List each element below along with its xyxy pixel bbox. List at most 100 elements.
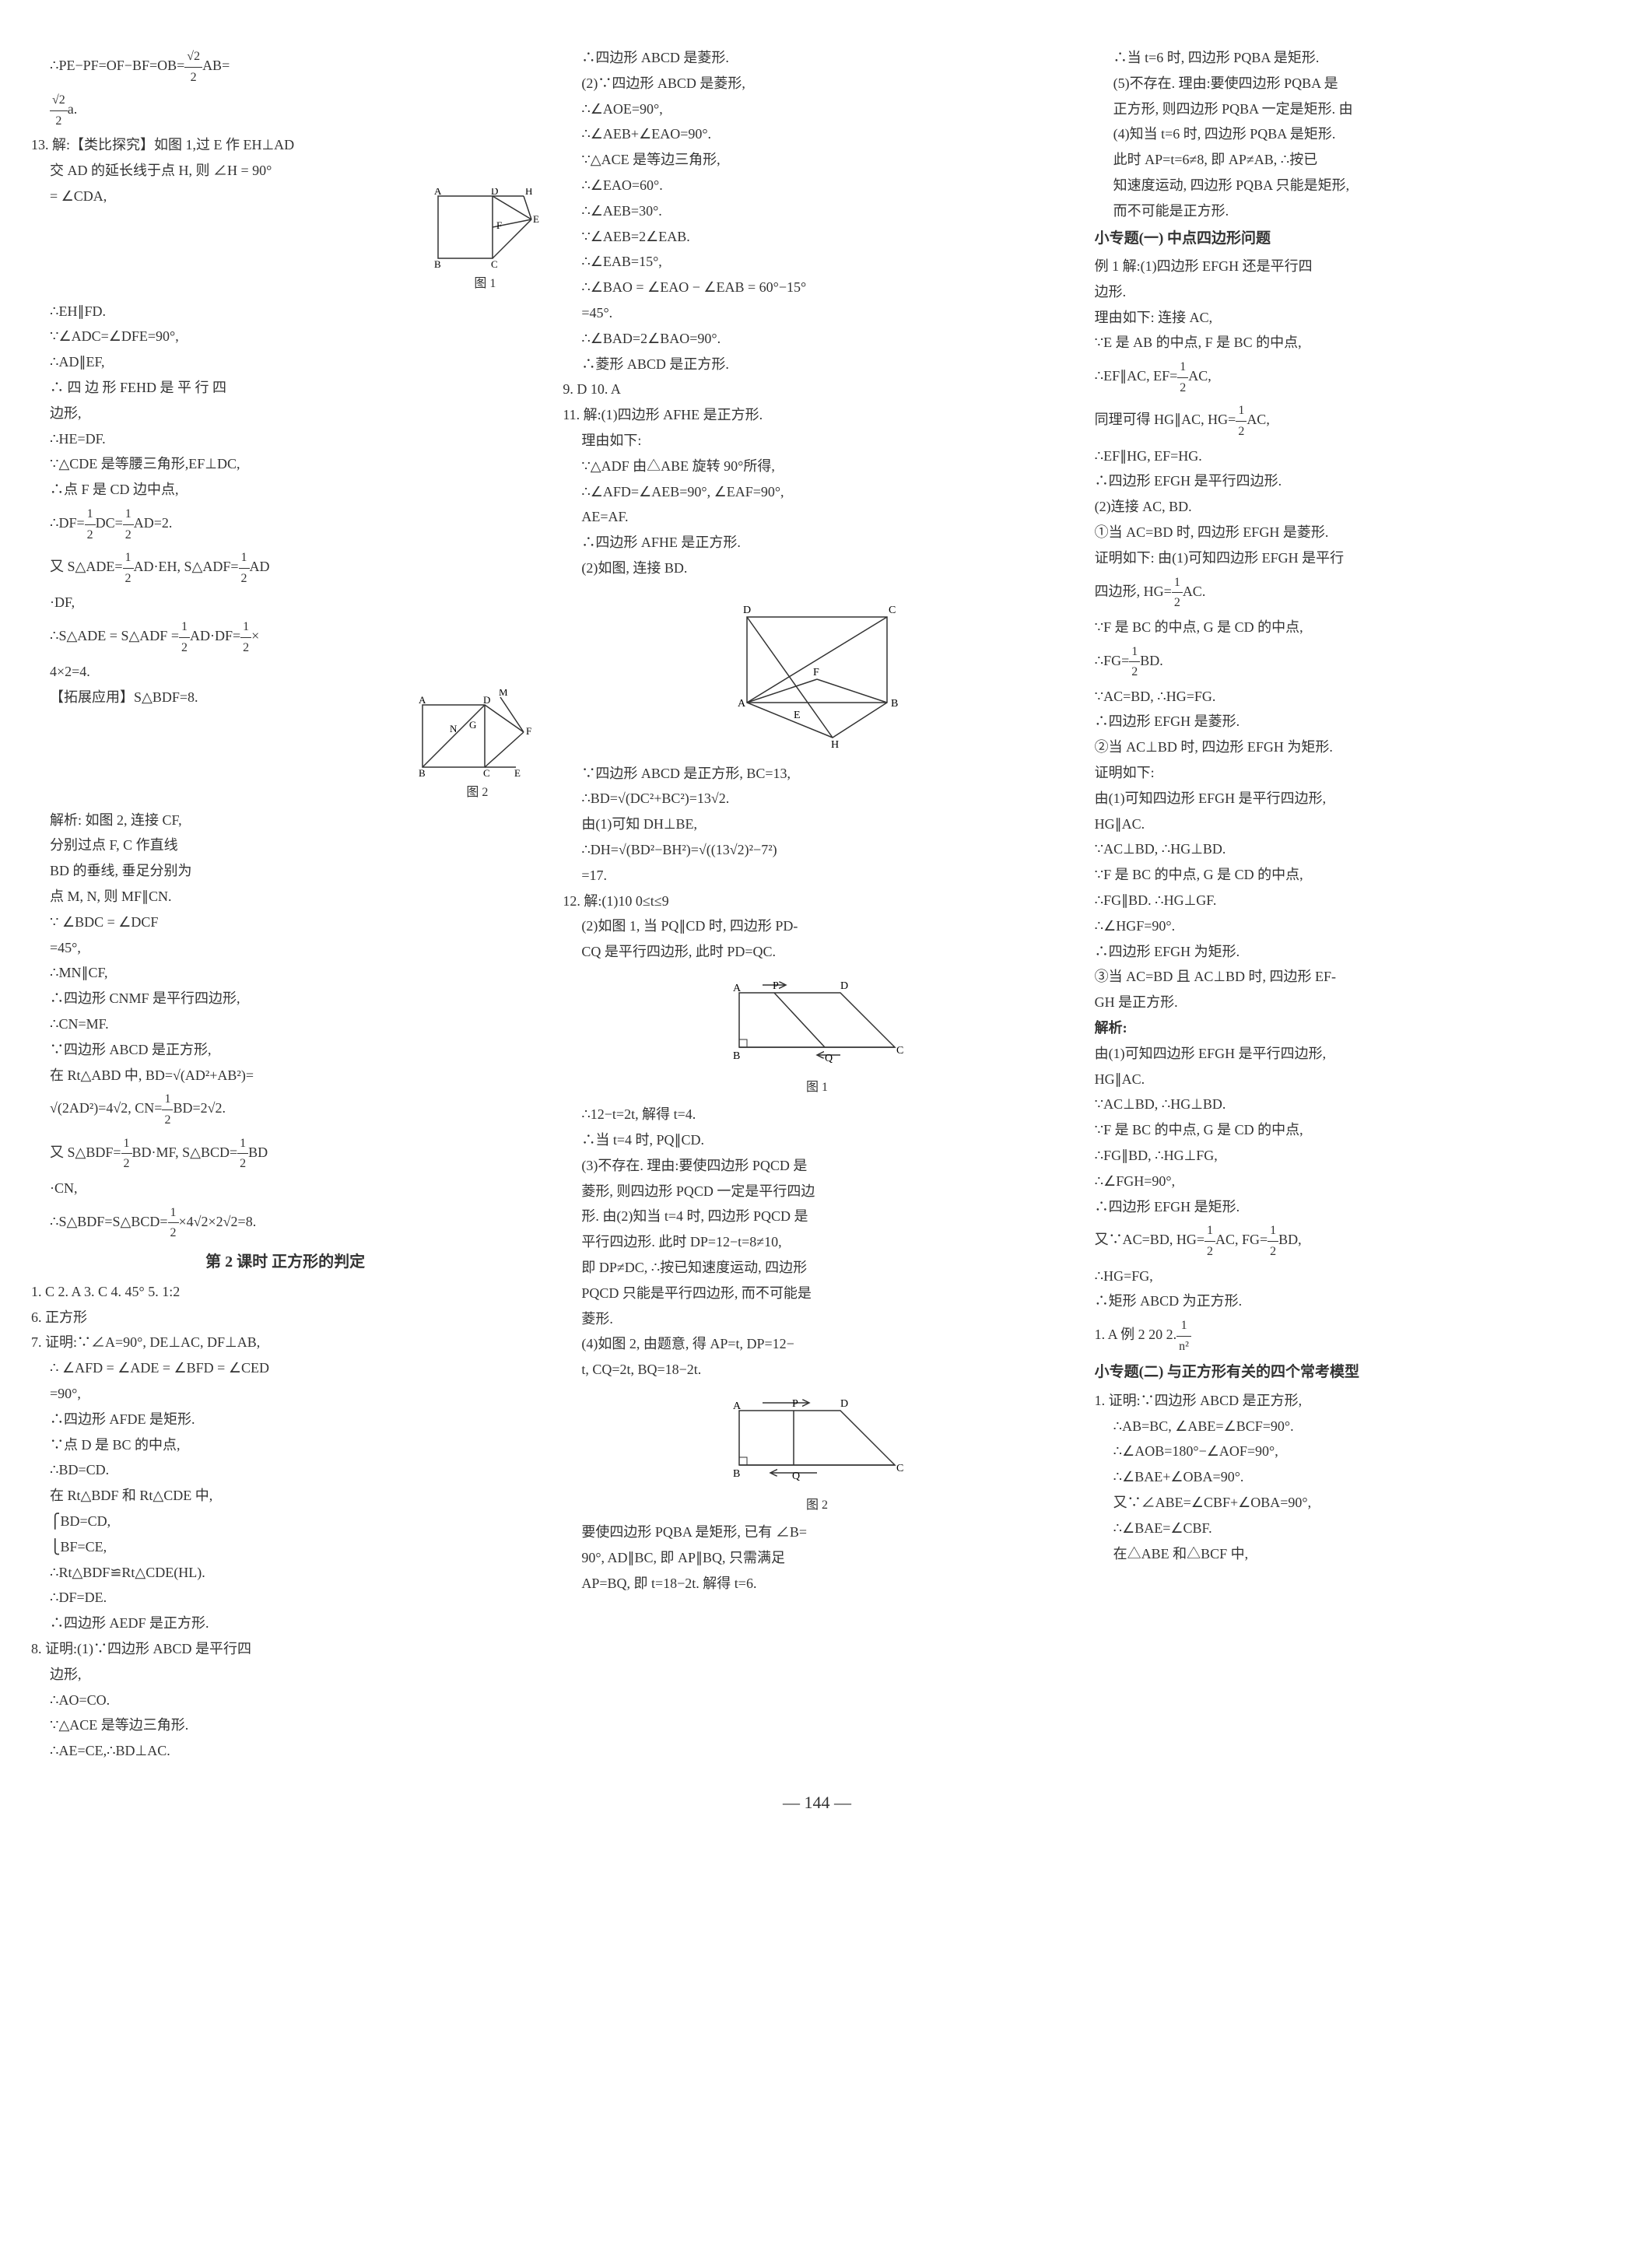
text-line: ∵∠AEB=2∠EAB. (563, 226, 1071, 248)
text-line: 又∵∠ABE=∠CBF+∠OBA=90°, (1095, 1492, 1603, 1514)
text-line: (2)如图, 连接 BD. (563, 557, 1071, 580)
text-line: 在△ABE 和△BCF 中, (1095, 1543, 1603, 1565)
text-line: ∴AD∥EF, (31, 351, 539, 373)
text-line: ∴四边形 EFGH 是矩形. (1095, 1196, 1603, 1218)
fig-label: N (450, 723, 458, 734)
text-line: ∴HE=DF. (31, 428, 539, 450)
text-line: 又 S△BDF=12BD·MF, S△BCD=12BD (31, 1134, 539, 1174)
text-line: ∴四边形 AEDF 是正方形. (31, 1612, 539, 1635)
fig-label: C (896, 1045, 903, 1057)
text-line: 即 DP≠DC, ∴按已知速度运动, 四边形 (563, 1257, 1071, 1279)
text-line: ∴BD=√(DC²+BC²)=13√2. (563, 787, 1071, 810)
text-line: 证明如下: 由(1)可知四边形 EFGH 是平行 (1095, 547, 1603, 570)
fig-label: D (491, 188, 498, 197)
fig-label: D (840, 1398, 848, 1410)
text-line: 点 M, N, 则 MF∥CN. (31, 885, 539, 908)
text-line: ∵E 是 AB 的中点, F 是 BC 的中点, (1095, 331, 1603, 354)
text-line: ∴∠HGF=90°. (1095, 915, 1603, 938)
text-line: 又∵AC=BD, HG=12AC, FG=12BD, (1095, 1221, 1603, 1261)
text-line: ∵四边形 ABCD 是正方形, BC=13, (563, 762, 1071, 785)
text-line: 1. A 例 2 20 2.1n² (1095, 1316, 1603, 1356)
text-line: ∴DF=DE. (31, 1586, 539, 1609)
text-line: ∵ ∠BDC = ∠DCF (31, 911, 539, 934)
text-line: 90°, AD∥BC, 即 AP∥BQ, 只需满足 (563, 1547, 1071, 1569)
text-line: ∴AO=CO. (31, 1689, 539, 1712)
text-line: ∴BD=CD. (31, 1459, 539, 1481)
fig-label: E (533, 213, 539, 225)
text-line: 要使四边形 PQBA 是矩形, 已有 ∠B= (563, 1521, 1071, 1544)
column-2: ∴四边形 ABCD 是菱形. (2)∵四边形 ABCD 是菱形, ∴∠AOE=9… (563, 47, 1071, 1765)
text-line: 此时 AP=t=6≠8, 即 AP≠AB, ∴按已 (1095, 149, 1603, 171)
fig-label: A (738, 698, 746, 710)
text-line: ∵点 D 是 BC 的中点, (31, 1434, 539, 1456)
fig-label: Q (825, 1053, 833, 1064)
text-line: ∴四边形 CNMF 是平行四边形, (31, 987, 539, 1010)
column-3: ∴当 t=6 时, 四边形 PQBA 是矩形. (5)不存在. 理由:要使四边形… (1095, 47, 1603, 1765)
text-line: 正方形, 则四边形 PQBA 一定是矩形. 由 (1095, 98, 1603, 121)
text-line: ∵四边形 ABCD 是正方形, (31, 1039, 539, 1061)
text-line: 由(1)可知四边形 EFGH 是平行四边形, (1095, 1043, 1603, 1065)
text-line: ∴Rt△BDF≌Rt△CDE(HL). (31, 1562, 539, 1584)
figure-caption: 图 2 (563, 1495, 1071, 1516)
text-line: ③当 AC=BD 且 AC⊥BD 时, 四边形 EF- (1095, 966, 1603, 988)
text-line: ∵AC=BD, ∴HG=FG. (1095, 685, 1603, 708)
text-line: ∴∠AEB+∠EAO=90°. (563, 123, 1071, 145)
text-line: 平行四边形. 此时 DP=12−t=8≠10, (563, 1231, 1071, 1253)
text-line: (2)连接 AC, BD. (1095, 496, 1603, 518)
text-line: A D M N G F B C E 图 2 【拓展应用】S△BDF=8. (31, 686, 539, 806)
text-line: 9. D 10. A (563, 378, 1071, 401)
fig-label: A (434, 188, 442, 197)
text-line: ∴ ∠AFD = ∠ADE = ∠BFD = ∠CED (31, 1357, 539, 1379)
fig-label: P (792, 1398, 798, 1410)
text-line: ∵△ADF 由△ABE 旋转 90°所得, (563, 455, 1071, 478)
section-heading: 小专题(二) 与正方形有关的四个常考模型 (1095, 1361, 1603, 1384)
text-line: 12. 解:(1)10 0≤t≤9 (563, 890, 1071, 913)
text-line: ∴当 t=6 时, 四边形 PQBA 是矩形. (1095, 47, 1603, 69)
text-line: HG∥AC. (1095, 1068, 1603, 1091)
fig-label: B (733, 1468, 740, 1480)
fig-label: E (794, 710, 801, 721)
text-line: t, CQ=2t, BQ=18−2t. (563, 1358, 1071, 1381)
fig-label: D (483, 694, 490, 706)
text-line: 1. 证明:∵四边形 ABCD 是正方形, (1095, 1390, 1603, 1412)
text-line: ∴FG∥BD. ∴HG⊥GF. (1095, 889, 1603, 912)
text-line: 菱形, 则四边形 PQCD 一定是平行四边 (563, 1180, 1071, 1203)
fig-label: Q (792, 1471, 800, 1482)
text-line: 知速度运动, 四边形 PQBA 只能是矩形, (1095, 174, 1603, 197)
text-line: ∴∠AFD=∠AEB=90°, ∠EAF=90°, (563, 481, 1071, 503)
text-line: 在 Rt△ABD 中, BD=√(AD²+AB²)= (31, 1064, 539, 1087)
fig-label: F (813, 667, 819, 678)
text-line: ∵F 是 BC 的中点, G 是 CD 的中点, (1095, 864, 1603, 886)
fig-label: C (483, 767, 490, 779)
text-line: ∴EH∥FD. (31, 300, 539, 323)
text-line: ∴菱形 ABCD 是正方形. (563, 353, 1071, 376)
text-line: ⎧BD=CD, (31, 1510, 539, 1533)
text-line: 菱形. (563, 1308, 1071, 1330)
fig-label: C (889, 605, 896, 616)
text-line: ∴HG=FG, (1095, 1265, 1603, 1288)
text-line: ∴ 四 边 形 FEHD 是 平 行 四 (31, 377, 539, 399)
text-line: 边形, (31, 1663, 539, 1686)
fig-label: A (733, 983, 742, 994)
text-line: (3)不存在. 理由:要使四边形 PQCD 是 (563, 1155, 1071, 1177)
text-line: ∵AC⊥BD, ∴HG⊥BD. (1095, 1093, 1603, 1116)
fig-label: H (525, 188, 532, 197)
text-line: 同理可得 HG∥AC, HG=12AC, (1095, 401, 1603, 441)
text-line: 证明如下: (1095, 762, 1603, 784)
text-line: ∴矩形 ABCD 为正方形. (1095, 1290, 1603, 1313)
text-line: 形. 由(2)知当 t=4 时, 四边形 PQCD 是 (563, 1205, 1071, 1228)
fig-label: B (434, 258, 441, 270)
text-line: ∵△ACE 是等边三角形, (563, 149, 1071, 171)
text-line: 11. 解:(1)四边形 AFHE 是正方形. (563, 404, 1071, 426)
text-line: 而不可能是正方形. (1095, 200, 1603, 223)
text-line: =17. (563, 864, 1071, 887)
text-line: (4)如图 2, 由题意, 得 AP=t, DP=12− (563, 1333, 1071, 1355)
text-line: 7. 证明:∵∠A=90°, DE⊥AC, DF⊥AB, (31, 1331, 539, 1354)
text-line: (4)知当 t=6 时, 四边形 PQBA 是矩形. (1095, 123, 1603, 145)
fig-label: M (499, 689, 508, 698)
fig-label: A (733, 1400, 742, 1412)
text-line: ∴EF∥AC, EF=12AC, (1095, 357, 1603, 398)
text-line: 由(1)可知四边形 EFGH 是平行四边形, (1095, 787, 1603, 810)
text-line: ∴∠BAE+∠OBA=90°. (1095, 1466, 1603, 1488)
text-line: ∴PE−PF=OF−BF=OB=√22AB= (31, 47, 539, 87)
